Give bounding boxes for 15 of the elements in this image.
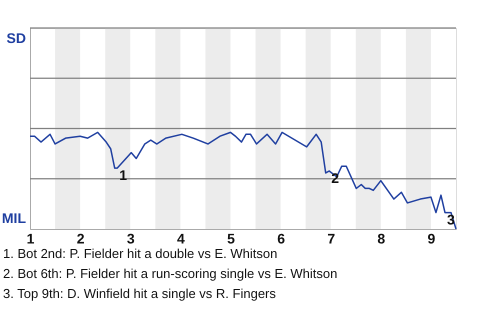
x-tick-label: 2 (76, 230, 85, 246)
x-tick-label: 5 (227, 230, 236, 246)
x-tick-label: 3 (126, 230, 135, 246)
x-tick-label: 4 (176, 230, 185, 246)
text: 1. Bot 2nd: P. Fielder hit a double vs E. Whitson (3, 246, 278, 261)
annotation: 1 (119, 167, 128, 184)
x-tick-label: 8 (377, 230, 386, 246)
x-tick-label: 6 (277, 230, 286, 246)
text: 3. Top 9th: D. Winfield hit a single vs R. Fingers (3, 286, 276, 301)
x-tick-label: 9 (428, 230, 436, 246)
text: 2. Bot 6th: P. Fielder hit a run-scoring single vs E. Whitson (3, 266, 338, 281)
x-tick-label: 7 (327, 230, 336, 246)
x-tick-label: 1 (26, 230, 35, 246)
ref-line-label: SD (6, 30, 26, 46)
text: MIL (2, 210, 26, 226)
